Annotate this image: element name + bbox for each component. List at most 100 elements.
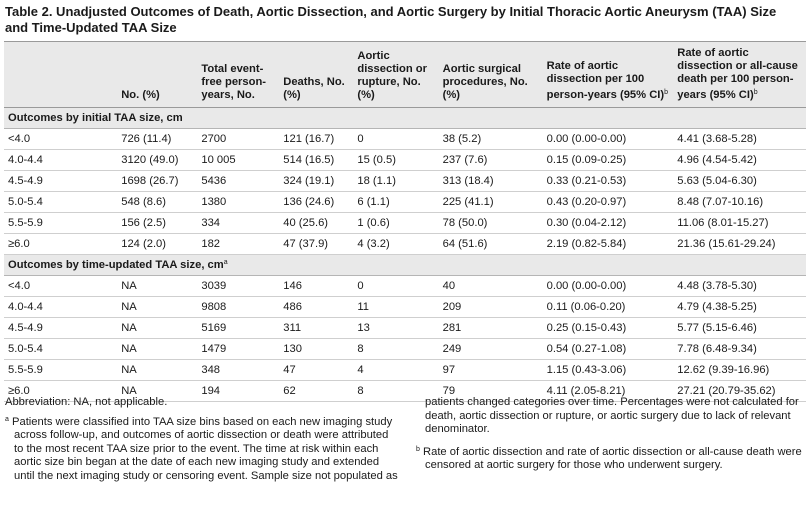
rate-combined-cell: 27.21 (20.79-35.62)	[673, 380, 806, 402]
rate-combined-cell: 4.96 (4.54-5.42)	[673, 149, 806, 171]
dissection-cell: 11	[353, 296, 439, 318]
size-cell: 5.0-5.4	[4, 338, 118, 360]
rate-dissection-cell: 0.00 (0.00-0.00)	[542, 275, 674, 297]
rate-dissection-cell: 0.15 (0.09-0.25)	[542, 149, 674, 171]
rate-dissection-cell: 0.43 (0.20-0.97)	[542, 191, 674, 213]
size-cell: <4.0	[4, 128, 118, 150]
surgery-cell: 97	[438, 359, 543, 381]
person-years-cell: 182	[197, 233, 280, 255]
table-row: ≥6.0 NA 194 62 8 79 4.11 (2.05-8.21) 27.21 (20.…	[4, 380, 806, 402]
dissection-cell: 0	[353, 275, 439, 297]
dissection-cell: 15 (0.5)	[353, 149, 439, 171]
size-cell: 4.0-4.4	[4, 296, 118, 318]
deaths-cell: 324 (19.1)	[279, 170, 354, 192]
person-years-cell: 194	[197, 380, 280, 402]
rate-combined-cell: 4.41 (3.68-5.28)	[673, 128, 806, 150]
deaths-cell: 40 (25.6)	[279, 212, 354, 234]
person-years-cell: 9808	[197, 296, 280, 318]
person-years-cell: 334	[197, 212, 280, 234]
header-row: No. (%) Total event-free person-years, N…	[4, 41, 806, 108]
header-person-years: Total event-free person-years, No.	[197, 41, 280, 108]
surgery-cell: 209	[438, 296, 543, 318]
person-years-cell: 10 005	[197, 149, 280, 171]
surgery-cell: 225 (41.1)	[438, 191, 543, 213]
dissection-cell: 1 (0.6)	[353, 212, 439, 234]
rate-dissection-cell: 4.11 (2.05-8.21)	[542, 380, 674, 402]
header-surgery: Aortic surgical procedures, No. (%)	[438, 41, 543, 108]
surgery-cell: 249	[438, 338, 543, 360]
deaths-cell: 130	[279, 338, 354, 360]
footnote-a-continued: patients changed categories over time. P…	[425, 396, 799, 435]
count-cell: NA	[117, 338, 198, 360]
header-rate-dissection: Rate of aortic dissection per 100 person…	[542, 41, 674, 108]
size-cell: ≥6.0	[4, 233, 118, 255]
count-cell: 156 (2.5)	[117, 212, 198, 234]
dissection-cell: 4	[353, 359, 439, 381]
header-no-pct: No. (%)	[117, 41, 198, 108]
count-cell: 548 (8.6)	[117, 191, 198, 213]
rate-combined-cell: 5.63 (5.04-6.30)	[673, 170, 806, 192]
deaths-cell: 121 (16.7)	[279, 128, 354, 150]
footnotes-left: Abbreviation: NA, not applicable. a Pati…	[5, 396, 400, 486]
count-cell: 726 (11.4)	[117, 128, 198, 150]
rate-dissection-cell: 0.00 (0.00-0.00)	[542, 128, 674, 150]
rate-combined-cell: 21.36 (15.61-29.24)	[673, 233, 806, 255]
header-rate-dissection-death: Rate of aortic dissection or all-cause d…	[673, 41, 806, 108]
count-cell: NA	[117, 359, 198, 381]
deaths-cell: 146	[279, 275, 354, 297]
dissection-cell: 13	[353, 317, 439, 339]
footnote-a: a Patients were classified into TAA size…	[5, 415, 398, 482]
surgery-cell: 281	[438, 317, 543, 339]
rate-dissection-cell: 0.30 (0.04-2.12)	[542, 212, 674, 234]
rate-dissection-cell: 0.33 (0.21-0.53)	[542, 170, 674, 192]
footnotes-right: patients changed categories over time. P…	[416, 396, 806, 476]
rate-dissection-cell: 0.11 (0.06-0.20)	[542, 296, 674, 318]
person-years-cell: 5169	[197, 317, 280, 339]
deaths-cell: 47	[279, 359, 354, 381]
rate-combined-cell: 5.77 (5.15-6.46)	[673, 317, 806, 339]
surgery-cell: 237 (7.6)	[438, 149, 543, 171]
rate-dissection-cell: 2.19 (0.82-5.84)	[542, 233, 674, 255]
header-size	[4, 41, 118, 108]
table-row: <4.0 NA 3039 146 0 40 0.00 (0.00-0.00) 4.48 (3.…	[4, 275, 806, 297]
section-label-time-updated: Outcomes by time-updated TAA size, cma	[4, 254, 806, 276]
size-cell: <4.0	[4, 275, 118, 297]
table-row: 4.0-4.4 3120 (49.0) 10 005 514 (16.5) 15 (0.…	[4, 149, 806, 171]
table-row: 5.0-5.4 548 (8.6) 1380 136 (24.6) 6 (1.1) 225…	[4, 191, 806, 213]
table-row: 4.0-4.4 NA 9808 486 11 209 0.11 (0.06-0.20) 4.7…	[4, 296, 806, 318]
table-row: <4.0 726 (11.4) 2700 121 (16.7) 0 38 (5.2) 0.0…	[4, 128, 806, 150]
count-cell: NA	[117, 380, 198, 402]
surgery-cell: 38 (5.2)	[438, 128, 543, 150]
count-cell: NA	[117, 275, 198, 297]
table-row: 5.0-5.4 NA 1479 130 8 249 0.54 (0.27-1.08) 7.78…	[4, 338, 806, 360]
dissection-cell: 4 (3.2)	[353, 233, 439, 255]
header-deaths: Deaths, No. (%)	[279, 41, 354, 108]
surgery-cell: 64 (51.6)	[438, 233, 543, 255]
header-dissection: Aortic dissection or rupture, No. (%)	[353, 41, 439, 108]
person-years-cell: 5436	[197, 170, 280, 192]
size-cell: 4.0-4.4	[4, 149, 118, 171]
rate-combined-cell: 7.78 (6.48-9.34)	[673, 338, 806, 360]
size-cell: 5.5-5.9	[4, 212, 118, 234]
section-label-initial: Outcomes by initial TAA size, cm	[4, 107, 806, 129]
deaths-cell: 47 (37.9)	[279, 233, 354, 255]
surgery-cell: 79	[438, 380, 543, 402]
dissection-cell: 18 (1.1)	[353, 170, 439, 192]
table-row: 5.5-5.9 156 (2.5) 334 40 (25.6) 1 (0.6) 78 (5…	[4, 212, 806, 234]
footnote-b: b Rate of aortic dissection and rate of …	[416, 445, 802, 472]
table-row: 4.5-4.9 1698 (26.7) 5436 324 (19.1) 18 (1.1)…	[4, 170, 806, 192]
rate-combined-cell: 4.79 (4.38-5.25)	[673, 296, 806, 318]
abbreviation-note: Abbreviation: NA, not applicable.	[5, 396, 168, 408]
person-years-cell: 348	[197, 359, 280, 381]
table-row: ≥6.0 124 (2.0) 182 47 (37.9) 4 (3.2) 64 (51.6…	[4, 233, 806, 255]
person-years-cell: 3039	[197, 275, 280, 297]
title-line-2: and Time-Updated TAA Size	[5, 20, 177, 35]
rate-combined-cell: 8.48 (7.07-10.16)	[673, 191, 806, 213]
count-cell: NA	[117, 317, 198, 339]
section-row-initial: Outcomes by initial TAA size, cm	[4, 107, 806, 129]
deaths-cell: 514 (16.5)	[279, 149, 354, 171]
dissection-cell: 8	[353, 380, 439, 402]
outcomes-table: No. (%) Total event-free person-years, N…	[4, 41, 806, 402]
surgery-cell: 78 (50.0)	[438, 212, 543, 234]
dissection-cell: 0	[353, 128, 439, 150]
